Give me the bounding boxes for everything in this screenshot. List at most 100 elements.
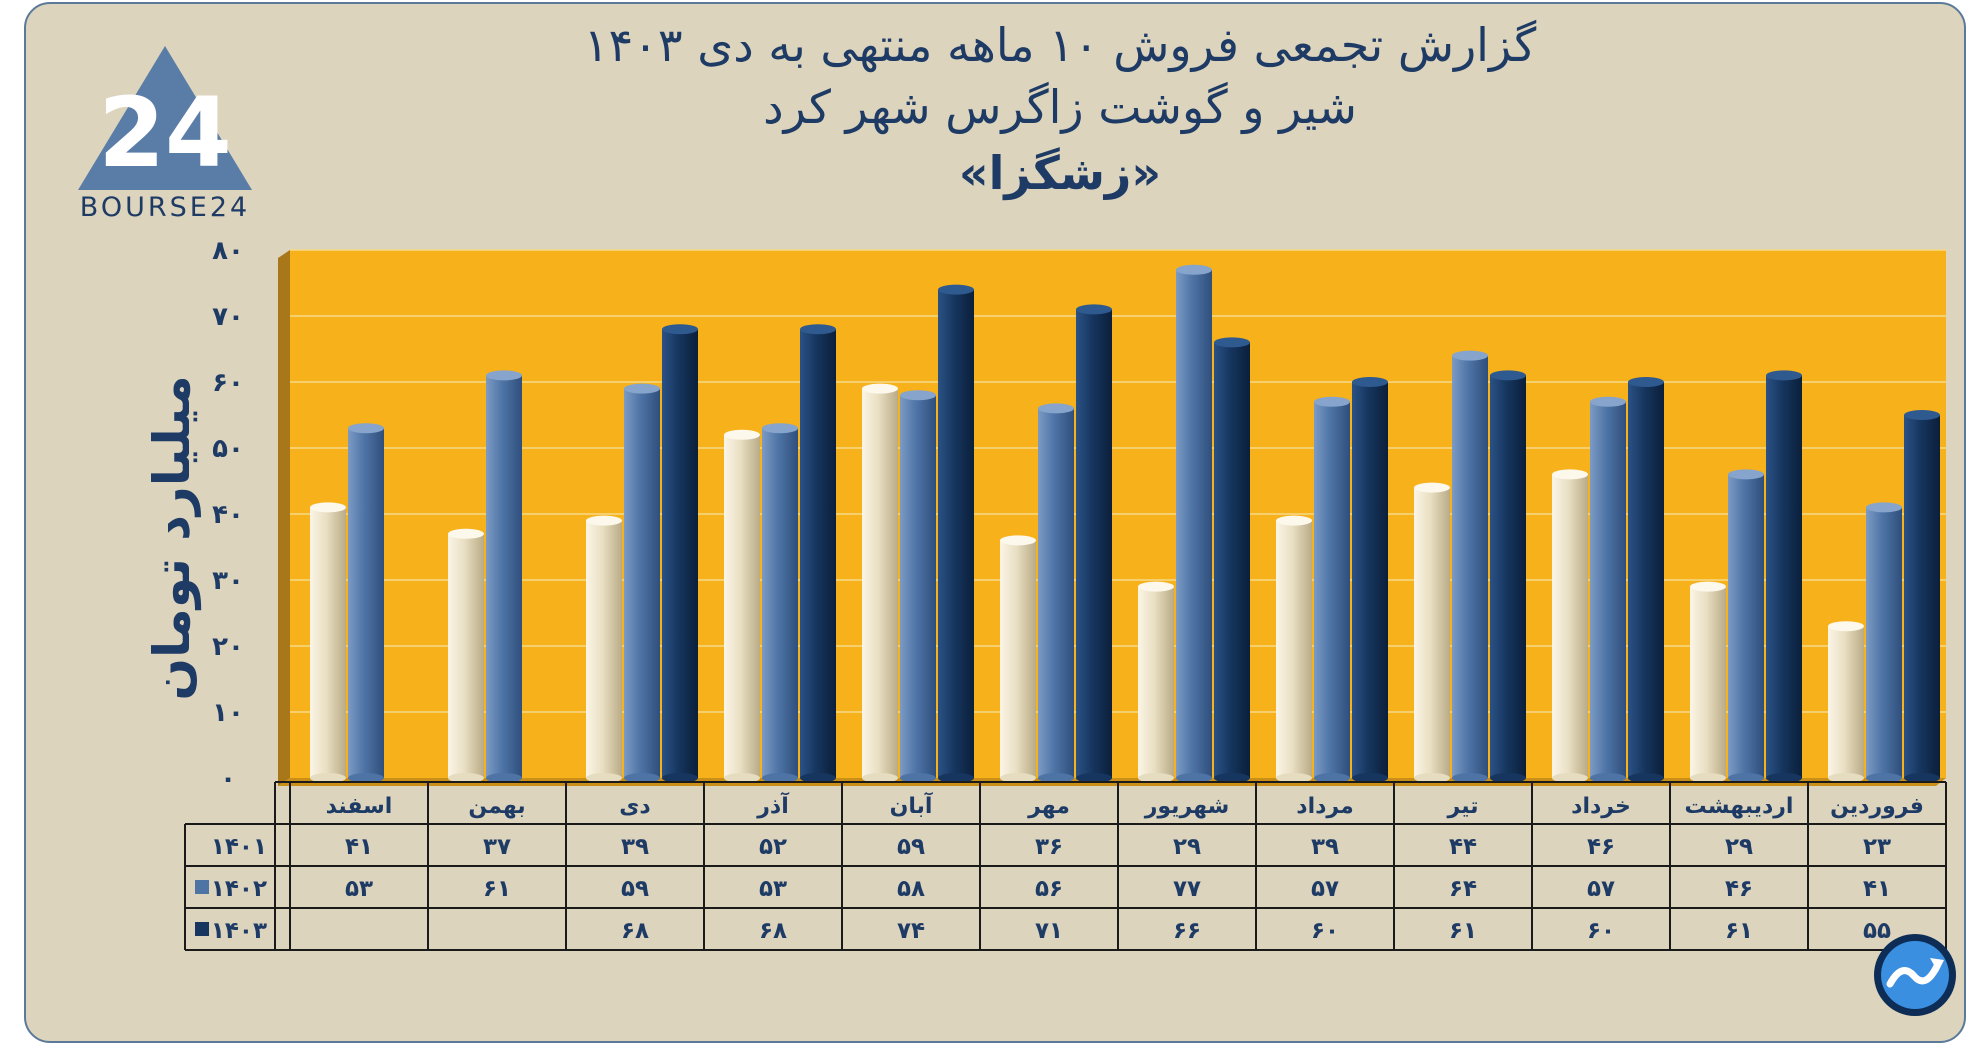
bar-body <box>1176 269 1212 778</box>
data-label: ۳۶ <box>1035 834 1063 860</box>
bar-cap <box>1276 515 1312 526</box>
bar-cap <box>1628 377 1664 387</box>
legend-label: ۱۴۰۱ <box>211 834 267 860</box>
x-tick-label: شهریور <box>1144 794 1230 819</box>
x-tick-label: بهمن <box>468 794 525 819</box>
bar-body <box>624 388 660 778</box>
data-label: ۲۳ <box>1863 834 1891 860</box>
bar <box>1690 581 1726 783</box>
bar-base <box>1552 773 1588 783</box>
bar-base <box>348 773 384 783</box>
bar-base <box>938 773 974 783</box>
bar-base <box>448 773 484 783</box>
bar-base <box>486 773 522 783</box>
bar-base <box>762 773 798 783</box>
bar-base <box>1176 773 1212 783</box>
y-tick-label: ۵۰ <box>212 434 244 464</box>
bar-cap <box>1414 482 1450 493</box>
bourse24-logo: 24 <box>78 46 252 190</box>
bar-body <box>1552 474 1588 778</box>
x-tick-label: خرداد <box>1571 794 1631 819</box>
y-tick-label: ۱۰ <box>212 698 244 728</box>
y-tick-label: ۸۰ <box>212 236 244 266</box>
data-label: ۵۷ <box>1311 876 1339 902</box>
data-label: ۶۱ <box>1449 918 1477 944</box>
y-tick-label: ۴۰ <box>212 500 244 530</box>
bar-cap <box>662 324 698 335</box>
bar-cap <box>762 423 798 434</box>
bar <box>1076 304 1112 783</box>
bar-cap <box>1038 403 1074 414</box>
bar <box>586 515 622 783</box>
y-tick-label: ۳۰ <box>212 566 244 596</box>
bar-body <box>310 507 346 778</box>
trend-badge-icon <box>1874 934 1956 1016</box>
bar <box>1276 515 1312 783</box>
bar-base <box>1904 773 1940 783</box>
bar <box>1904 410 1940 783</box>
bar-cap <box>1076 304 1112 315</box>
x-tick-label: تیر <box>1447 794 1479 819</box>
bar-body <box>1728 474 1764 778</box>
bar-base <box>1414 773 1450 783</box>
bar <box>348 423 384 783</box>
bar <box>1828 621 1864 783</box>
bar-base <box>800 773 836 783</box>
company-name: شیر و گوشت زاگرس شهر کرد <box>763 80 1357 134</box>
data-label: ۶۰ <box>1311 918 1339 944</box>
bar-body <box>1490 375 1526 778</box>
bar-base <box>1038 773 1074 783</box>
bar-base <box>1490 773 1526 783</box>
bar-base <box>1314 773 1350 783</box>
data-label: ۴۴ <box>1449 834 1477 860</box>
data-label: ۲۹ <box>1725 834 1753 860</box>
bar <box>1314 396 1350 783</box>
logo-triangle-icon <box>78 46 252 190</box>
logo-numeral: 24 <box>98 77 232 189</box>
x-tick-label: اسفند <box>326 794 393 819</box>
bar-body <box>862 388 898 778</box>
data-label: ۴۶ <box>1587 834 1615 860</box>
bar <box>448 528 484 783</box>
bar <box>1038 403 1074 783</box>
bar-cap <box>1452 350 1488 361</box>
data-label: ۶۰ <box>1587 918 1615 944</box>
bar-base <box>310 773 346 783</box>
bar-base <box>1076 773 1112 783</box>
bar <box>1138 581 1174 783</box>
bar-cap <box>310 502 346 513</box>
data-label: ۷۱ <box>1035 918 1063 944</box>
data-label: ۵۳ <box>345 876 373 902</box>
data-label: ۶۸ <box>621 918 649 944</box>
bar-cap <box>800 324 836 335</box>
bar-body <box>1352 382 1388 778</box>
bar-cap <box>1866 502 1902 513</box>
bar <box>662 324 698 783</box>
data-label: ۴۱ <box>345 834 373 860</box>
data-label: ۷۴ <box>897 918 925 944</box>
bar-body <box>724 434 760 778</box>
legend-label: ۱۴۰۲ <box>211 876 267 902</box>
data-label: ۶۶ <box>1173 918 1201 944</box>
bar <box>1352 377 1388 783</box>
bar <box>1414 482 1450 783</box>
legend-label: ۱۴۰۳ <box>211 918 267 944</box>
bar-body <box>1314 401 1350 778</box>
logo-wordmark: BOURSE24 <box>79 192 251 223</box>
data-label: ۴۱ <box>1863 876 1891 902</box>
bar-body <box>1690 586 1726 778</box>
data-label: ۶۱ <box>1725 918 1753 944</box>
bar-body <box>1866 507 1902 778</box>
bar-body <box>586 520 622 778</box>
bar <box>624 383 660 783</box>
legend-swatch <box>195 880 209 894</box>
bar-cap <box>1728 469 1764 480</box>
bar-cap <box>1828 621 1864 632</box>
bar-cap <box>1000 535 1036 546</box>
bar-cap <box>348 423 384 434</box>
y-tick-label: ۲۰ <box>212 632 244 662</box>
legend-swatch <box>195 922 209 936</box>
x-tick-label: مهر <box>1027 794 1070 819</box>
bar-base <box>1352 773 1388 783</box>
bar-cap <box>1690 581 1726 592</box>
